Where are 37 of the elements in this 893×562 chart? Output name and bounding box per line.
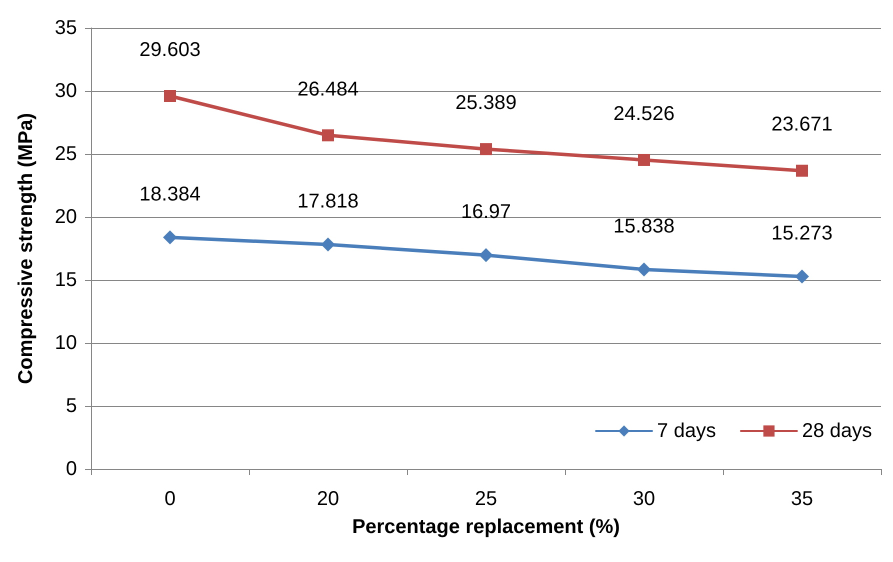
y-tick-label: 20 — [54, 206, 77, 228]
data-label: 25.389 — [455, 92, 517, 114]
data-label: 26.484 — [297, 78, 359, 100]
x-tick-label: 35 — [790, 488, 814, 510]
point — [479, 248, 493, 262]
data-label: 24.526 — [613, 102, 675, 125]
x-axis-title: Percentage replacement (%) — [352, 516, 620, 538]
data-label: 29.603 — [139, 39, 201, 61]
data-label: 17.818 — [297, 190, 359, 212]
data-label: 23.671 — [771, 114, 833, 136]
point — [321, 237, 335, 252]
legend-label: 7 days — [657, 420, 716, 442]
y-axis-title: Compressive strength (MPa) — [15, 112, 37, 384]
point — [164, 90, 176, 102]
data-label: 15.838 — [613, 215, 675, 238]
point — [796, 164, 808, 177]
point — [322, 129, 334, 142]
y-tick-label: 15 — [54, 269, 77, 291]
legend-label: 28 days — [802, 420, 872, 442]
point — [638, 154, 650, 166]
y-tick-label: 35 — [54, 17, 77, 39]
point — [637, 262, 651, 276]
y-tick-label: 0 — [66, 458, 77, 480]
point — [480, 143, 492, 156]
x-tick-label: 30 — [632, 488, 656, 510]
point — [795, 270, 809, 284]
y-tick-label: 5 — [66, 395, 77, 417]
y-tick-label: 25 — [54, 143, 77, 165]
point — [163, 230, 177, 244]
x-tick-label: 25 — [474, 488, 498, 510]
data-label: 18.384 — [139, 183, 201, 206]
y-tick-label: 30 — [54, 80, 77, 102]
data-label: 16.97 — [460, 201, 512, 224]
x-tick-label: 20 — [316, 488, 340, 510]
x-tick-label: 0 — [164, 488, 176, 510]
y-tick-label: 10 — [54, 332, 77, 354]
data-label: 15.273 — [771, 222, 833, 245]
